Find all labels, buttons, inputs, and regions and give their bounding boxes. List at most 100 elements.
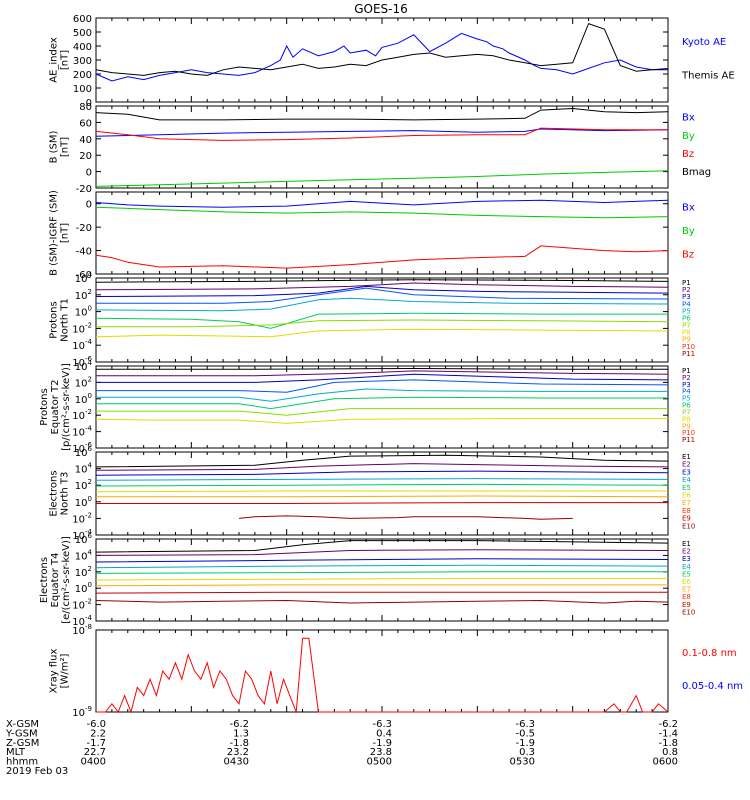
legend-item: E1 (682, 540, 691, 548)
series-e4 (95, 564, 669, 569)
legend-item: E2 (682, 548, 691, 556)
legend-item: Kyoto AE (682, 37, 726, 48)
legend-item: P2 (682, 286, 691, 294)
legend-item: P11 (682, 350, 695, 358)
series-bz (95, 127, 668, 141)
legend-item: P7 (682, 322, 691, 330)
x-axis-row-label: Y-GSM (5, 728, 38, 739)
legend-item: P3 (682, 293, 691, 301)
legend-item: P9 (682, 422, 691, 430)
series-e4 (95, 478, 669, 481)
x-axis-row-label: MLT (6, 747, 26, 758)
series-p4 (96, 379, 669, 393)
x-axis-value: 0530 (510, 757, 535, 768)
y-tick-label: 102 (75, 478, 92, 492)
series-e8 (95, 591, 668, 594)
y-tick-label: 10-8 (72, 623, 92, 637)
y-tick-label: 300 (73, 56, 92, 67)
series-e3 (95, 558, 669, 563)
x-axis-value: 0.4 (376, 728, 392, 739)
legend-item: E9 (682, 515, 691, 523)
y-tick-label: 0 (86, 98, 92, 109)
series-bx (95, 199, 669, 208)
y-tick-label: 10-4 (72, 338, 92, 352)
series-p4 (96, 287, 669, 304)
y-axis-label: [p/(cm²-s-sr-keV)] (61, 363, 72, 451)
y-axis-label: [W/m²] (60, 653, 71, 688)
x-axis-value: 23.2 (227, 747, 249, 758)
legend-item: E2 (682, 461, 691, 469)
y-axis-label: [nT] (60, 50, 71, 70)
y-axis-label: Electrons (49, 470, 60, 516)
panel-ae: 600 500 400 300 200 100 0 AE_index [nT] Kyoto AE T… (49, 14, 735, 109)
y-tick-label: 100 (73, 84, 92, 95)
panel-frame (95, 629, 669, 713)
series-bz (95, 245, 669, 269)
y-axis-label: North T1 (60, 298, 71, 342)
x-axis-value: -6.2 (229, 719, 249, 730)
legend-item: P5 (682, 395, 691, 403)
legend-item: P8 (682, 415, 691, 423)
y-axis-label: Protons (49, 301, 60, 338)
x-axis-value: 1.3 (233, 728, 249, 739)
panel-frame (95, 105, 669, 189)
y-axis-label: Protons (39, 388, 50, 425)
series-e5 (95, 571, 668, 574)
legend-item: E8 (682, 593, 691, 601)
legend-item: Bz (682, 149, 694, 160)
series-e5 (95, 483, 669, 487)
y-tick-label: 0 (86, 168, 92, 179)
panel-frame (95, 191, 669, 275)
legend-item: P10 (682, 343, 695, 351)
legend-item: E7 (682, 499, 691, 507)
legend-item: Themis AE (681, 70, 735, 81)
series-p1 (96, 367, 668, 370)
series-p2 (96, 370, 669, 377)
y-axis-label: Equator T2 (50, 380, 61, 435)
y-tick-label: -40 (76, 247, 92, 258)
y-axis-label: Electrons (39, 557, 50, 603)
x-axis-value: 0.3 (519, 747, 535, 758)
series-p8 (95, 328, 669, 338)
y-tick-label: 104 (75, 271, 93, 285)
y-tick-label: 106 (75, 532, 93, 546)
y-tick-label: 100 (75, 581, 92, 595)
y-tick-label: 0 (86, 200, 92, 211)
legend-item: E5 (682, 484, 691, 492)
series-e8 (96, 502, 668, 504)
legend-item: Bz (682, 250, 694, 261)
y-tick-label: 104 (75, 359, 93, 373)
y-axis-label: Equator T4 (50, 553, 61, 608)
x-axis-value: -1.7 (86, 738, 106, 749)
legend-item: P2 (682, 374, 691, 382)
y-tick-label: 200 (73, 70, 92, 81)
y-tick-label: 10-4 (72, 425, 92, 439)
legend-item: Bmag (682, 167, 711, 178)
y-axis-label: [e/(cm²-s-sr-keV)] (61, 536, 72, 624)
series-bx (95, 128, 669, 137)
y-tick-label: 100 (75, 495, 92, 509)
y-tick-label: 102 (75, 565, 92, 579)
series-e10 (238, 515, 573, 520)
legend-item: P8 (682, 329, 691, 337)
series-e7 (95, 584, 668, 587)
y-tick-label: 80 (79, 102, 92, 113)
x-axis-value: 2.2 (90, 728, 106, 739)
y-axis-label: AE_index (49, 37, 60, 83)
x-axis-value: 0500 (367, 757, 392, 768)
y-axis-label: Xray flux (49, 649, 60, 694)
series-e1 (95, 540, 669, 553)
legend-item: P3 (682, 381, 691, 389)
legend-item: E8 (682, 507, 691, 515)
series-e1 (95, 454, 669, 468)
legend-item: E1 (682, 453, 691, 461)
panel-xray: 10-8 10-9 Xray flux [W/m²] 0.1-0.8 nm 0.05-0.… (49, 623, 744, 719)
series-p7 (96, 319, 669, 328)
series-e2 (95, 463, 669, 471)
legend-item: E6 (682, 578, 691, 586)
x-axis-value: -1.8 (229, 738, 249, 749)
